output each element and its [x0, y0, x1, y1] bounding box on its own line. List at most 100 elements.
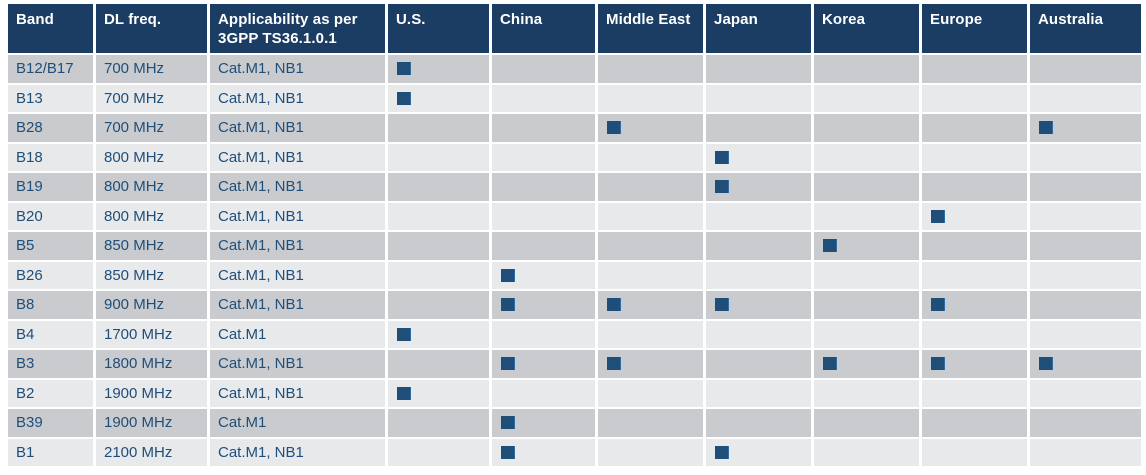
region-cell-japan [706, 409, 811, 437]
region-cell-china [492, 114, 595, 142]
coverage-square-icon [501, 268, 515, 282]
band-cell: B8 [8, 291, 93, 319]
region-cell-middle-east [598, 114, 703, 142]
region-cell-middle-east [598, 320, 703, 348]
dl-freq-cell: 2100 MHz [96, 438, 207, 466]
header-cell-korea: Korea [814, 4, 919, 53]
band-cell: B5 [8, 232, 93, 260]
region-cell-korea [814, 202, 919, 230]
coverage-square-icon [397, 91, 411, 105]
region-cell-middle-east [598, 438, 703, 466]
region-cell-us [388, 84, 489, 112]
header-cell-china: China [492, 4, 595, 53]
region-cell-japan [706, 173, 811, 201]
region-cell-china [492, 202, 595, 230]
region-cell-us [388, 143, 489, 171]
band-cell: B2 [8, 379, 93, 407]
region-cell-china [492, 438, 595, 466]
region-cell-us [388, 438, 489, 466]
region-cell-middle-east [598, 350, 703, 378]
band-cell: B20 [8, 202, 93, 230]
region-cell-us [388, 114, 489, 142]
region-cell-middle-east [598, 202, 703, 230]
region-cell-japan [706, 143, 811, 171]
region-cell-korea [814, 173, 919, 201]
region-cell-us [388, 261, 489, 289]
region-cell-korea [814, 350, 919, 378]
region-cell-korea [814, 143, 919, 171]
region-cell-middle-east [598, 143, 703, 171]
applicability-cell: Cat.M1, NB1 [210, 379, 385, 407]
region-cell-middle-east [598, 84, 703, 112]
band-cell: B18 [8, 143, 93, 171]
region-cell-middle-east [598, 409, 703, 437]
band-cell: B4 [8, 320, 93, 348]
region-cell-europe [922, 291, 1027, 319]
region-cell-europe [922, 320, 1027, 348]
region-cell-china [492, 409, 595, 437]
region-cell-middle-east [598, 379, 703, 407]
region-cell-china [492, 143, 595, 171]
coverage-square-icon [823, 239, 837, 253]
region-cell-korea [814, 409, 919, 437]
coverage-square-icon [501, 357, 515, 371]
dl-freq-cell: 700 MHz [96, 55, 207, 83]
region-cell-europe [922, 143, 1027, 171]
coverage-square-icon [501, 298, 515, 312]
region-cell-middle-east [598, 55, 703, 83]
region-cell-australia [1030, 409, 1141, 437]
applicability-cell: Cat.M1, NB1 [210, 202, 385, 230]
applicability-cell: Cat.M1, NB1 [210, 173, 385, 201]
band-cell: B28 [8, 114, 93, 142]
coverage-square-icon [397, 386, 411, 400]
dl-freq-cell: 900 MHz [96, 291, 207, 319]
coverage-square-icon [715, 445, 729, 459]
coverage-square-icon [715, 298, 729, 312]
region-cell-china [492, 261, 595, 289]
region-cell-japan [706, 350, 811, 378]
dl-freq-cell: 1700 MHz [96, 320, 207, 348]
coverage-square-icon [823, 357, 837, 371]
region-cell-middle-east [598, 173, 703, 201]
region-cell-japan [706, 114, 811, 142]
region-cell-europe [922, 438, 1027, 466]
region-cell-china [492, 291, 595, 319]
region-cell-australia [1030, 173, 1141, 201]
header-cell-us: U.S. [388, 4, 489, 53]
region-cell-australia [1030, 232, 1141, 260]
band-cell: B39 [8, 409, 93, 437]
band-cell: B1 [8, 438, 93, 466]
region-cell-korea [814, 84, 919, 112]
applicability-cell: Cat.M1, NB1 [210, 291, 385, 319]
region-cell-japan [706, 438, 811, 466]
region-cell-us [388, 173, 489, 201]
coverage-square-icon [931, 298, 945, 312]
dl-freq-cell: 1900 MHz [96, 379, 207, 407]
region-cell-japan [706, 261, 811, 289]
region-cell-europe [922, 84, 1027, 112]
region-cell-china [492, 320, 595, 348]
region-cell-us [388, 232, 489, 260]
header-cell-japan: Japan [706, 4, 811, 53]
region-cell-australia [1030, 379, 1141, 407]
region-cell-europe [922, 173, 1027, 201]
band-applicability-table: Band DL freq. Applicability as per 3GPP TS… [8, 4, 1146, 466]
coverage-square-icon [1039, 121, 1053, 135]
region-cell-middle-east [598, 291, 703, 319]
dl-freq-cell: 800 MHz [96, 143, 207, 171]
region-cell-us [388, 202, 489, 230]
region-cell-us [388, 55, 489, 83]
dl-freq-cell: 800 MHz [96, 202, 207, 230]
region-cell-us [388, 350, 489, 378]
coverage-square-icon [1039, 357, 1053, 371]
region-cell-europe [922, 350, 1027, 378]
applicability-cell: Cat.M1, NB1 [210, 232, 385, 260]
band-cell: B13 [8, 84, 93, 112]
dl-freq-cell: 1900 MHz [96, 409, 207, 437]
band-cell: B12/B17 [8, 55, 93, 83]
region-cell-australia [1030, 438, 1141, 466]
band-cell: B3 [8, 350, 93, 378]
region-cell-korea [814, 55, 919, 83]
region-cell-us [388, 320, 489, 348]
